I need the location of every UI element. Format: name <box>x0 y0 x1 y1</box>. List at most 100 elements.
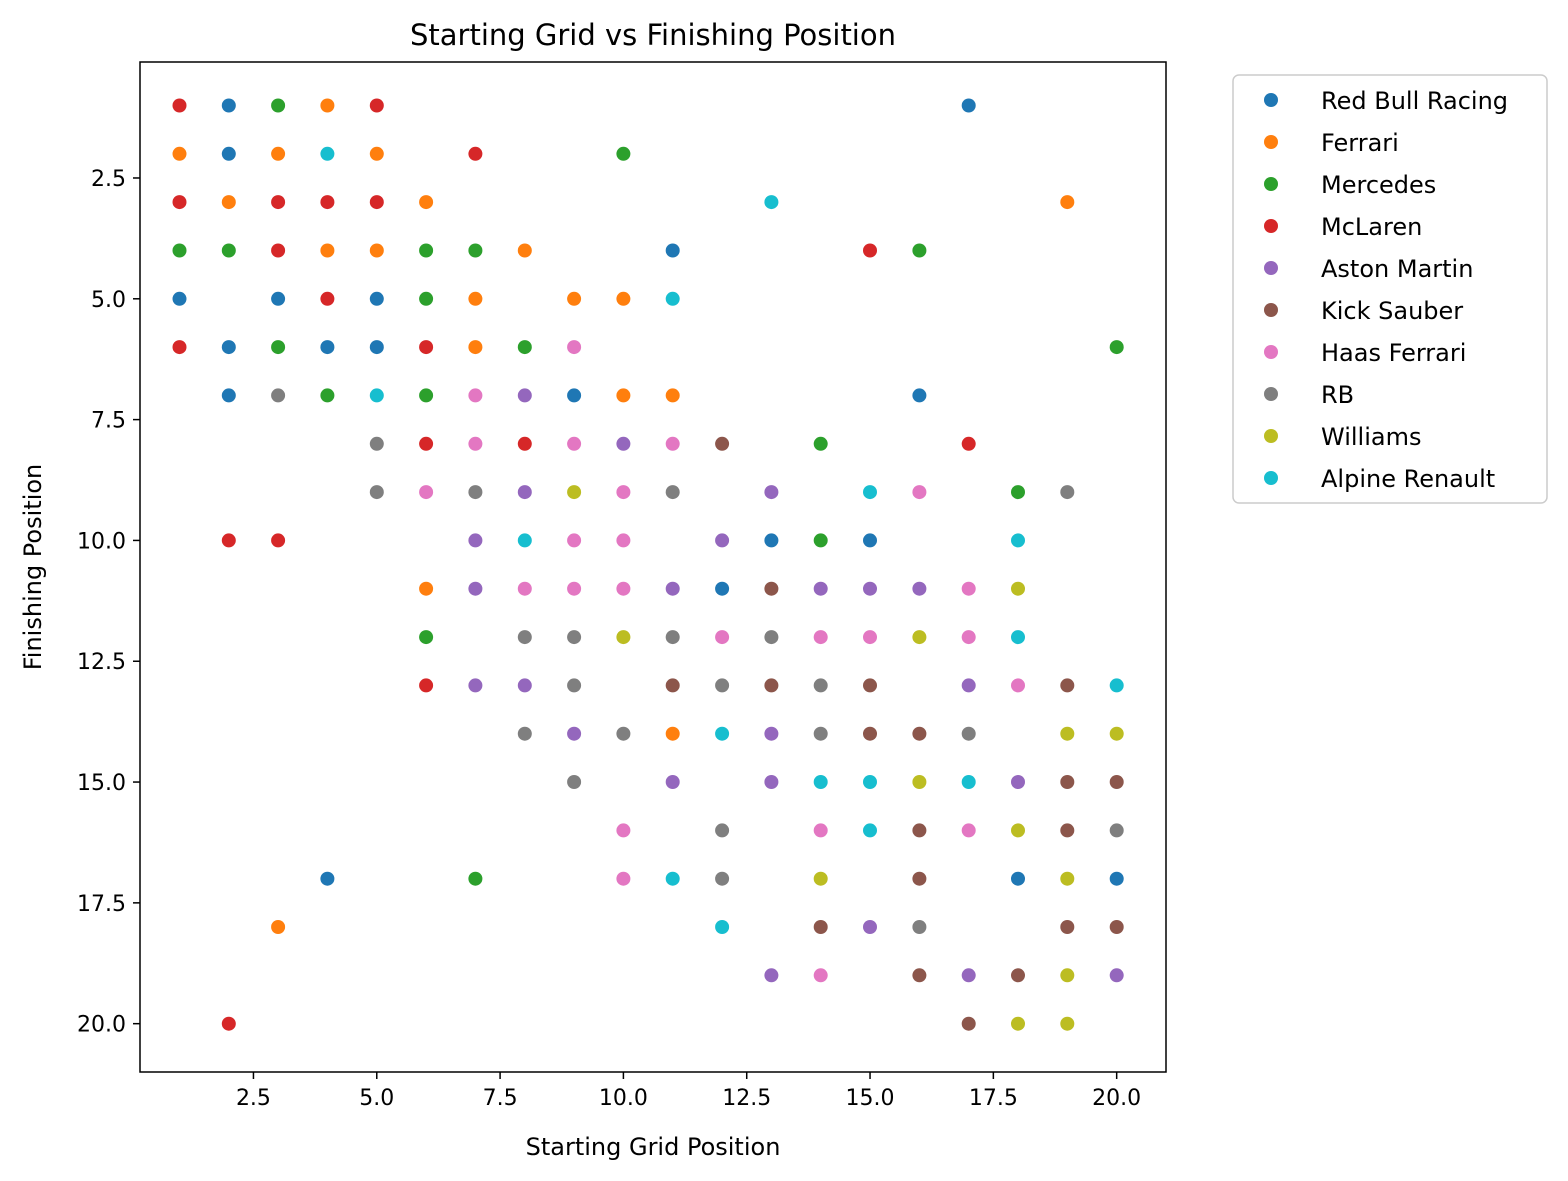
y-tick-label: 20.0 <box>77 1013 126 1038</box>
legend-label: Kick Sauber <box>1321 297 1463 325</box>
data-point <box>764 726 779 741</box>
legend-marker <box>1264 261 1278 275</box>
data-point <box>961 98 976 113</box>
legend-item: Williams <box>1264 423 1421 451</box>
data-point <box>665 871 680 886</box>
y-tick-label: 12.5 <box>77 650 126 675</box>
data-point <box>1011 630 1025 645</box>
data-point <box>271 388 286 403</box>
data-point <box>419 243 434 258</box>
legend-label: McLaren <box>1321 213 1422 241</box>
x-tick-label: 7.5 <box>483 1086 518 1111</box>
legend-item: McLaren <box>1264 213 1422 241</box>
data-point <box>320 291 335 306</box>
data-point <box>517 243 532 258</box>
data-point <box>715 823 730 838</box>
data-point <box>369 98 384 113</box>
data-point <box>468 678 483 693</box>
legend-marker <box>1264 219 1278 233</box>
data-point <box>665 581 680 596</box>
data-point <box>1060 1016 1075 1031</box>
data-point <box>665 678 680 693</box>
data-point <box>813 968 828 983</box>
data-point <box>665 388 680 403</box>
legend-label: Mercedes <box>1321 171 1436 199</box>
data-point <box>419 581 434 596</box>
legend-item: Mercedes <box>1264 171 1436 199</box>
data-point <box>369 243 384 258</box>
data-point <box>468 146 483 161</box>
data-point <box>567 630 582 645</box>
y-tick-label: 7.5 <box>91 409 126 434</box>
x-tick-label: 5.0 <box>359 1086 394 1111</box>
legend-item: Haas Ferrari <box>1264 339 1466 367</box>
data-point <box>764 581 779 596</box>
y-axis: 2.5 5.0 7.5 10.0 12.5 15.0 17.5 20.0 <box>77 167 140 1038</box>
data-point <box>813 533 828 548</box>
data-point <box>616 871 631 886</box>
data-point <box>863 630 877 645</box>
data-point <box>419 195 434 210</box>
data-point <box>468 436 483 451</box>
data-point <box>961 436 976 451</box>
data-point <box>517 533 532 548</box>
x-tick-label: 15.0 <box>846 1086 895 1111</box>
data-point <box>665 291 680 306</box>
legend-label: Red Bull Racing <box>1321 87 1508 115</box>
data-point <box>1011 1016 1025 1031</box>
data-point <box>863 678 877 693</box>
legend-item: Kick Sauber <box>1264 297 1463 325</box>
data-point <box>320 340 335 355</box>
data-point <box>863 775 877 789</box>
data-point <box>419 388 434 403</box>
data-point <box>813 775 828 789</box>
chart-title: Starting Grid vs Finishing Position <box>410 18 896 52</box>
data-point <box>912 871 927 886</box>
data-point <box>616 485 631 500</box>
data-point <box>567 678 582 693</box>
data-point <box>961 630 976 645</box>
data-point <box>912 920 927 934</box>
data-point <box>1011 968 1025 983</box>
data-point <box>567 533 582 548</box>
data-point <box>616 581 631 596</box>
data-point <box>665 775 680 789</box>
data-point <box>715 871 730 886</box>
data-point <box>715 920 730 934</box>
data-point <box>813 581 828 596</box>
data-point <box>369 340 384 355</box>
data-point <box>468 871 483 886</box>
data-point <box>912 823 927 838</box>
data-point <box>961 1016 976 1031</box>
data-point <box>419 678 434 693</box>
data-point <box>320 195 335 210</box>
data-point <box>419 436 434 451</box>
data-point <box>616 436 631 451</box>
data-point <box>468 243 483 258</box>
data-point <box>172 146 187 161</box>
data-point <box>616 630 631 645</box>
data-point <box>221 195 236 210</box>
x-axis: 2.5 5.0 7.5 10.0 12.5 15.0 17.5 20.0 <box>236 1072 1141 1111</box>
data-point <box>1011 775 1025 789</box>
data-point <box>419 485 434 500</box>
data-point <box>912 630 927 645</box>
data-point <box>1060 920 1075 934</box>
data-point <box>369 485 384 500</box>
data-point <box>1060 726 1075 741</box>
data-point <box>665 630 680 645</box>
x-tick-label: 2.5 <box>236 1086 271 1111</box>
data-point <box>863 485 877 500</box>
data-point <box>271 533 286 548</box>
data-point <box>567 775 582 789</box>
data-point <box>616 388 631 403</box>
legend-label: Williams <box>1321 423 1421 451</box>
data-point <box>468 533 483 548</box>
data-point <box>1011 485 1025 500</box>
data-point <box>715 436 730 451</box>
data-point <box>369 388 384 403</box>
legend-item: Alpine Renault <box>1264 465 1495 493</box>
legend-marker <box>1264 387 1278 401</box>
data-point <box>1060 678 1075 693</box>
